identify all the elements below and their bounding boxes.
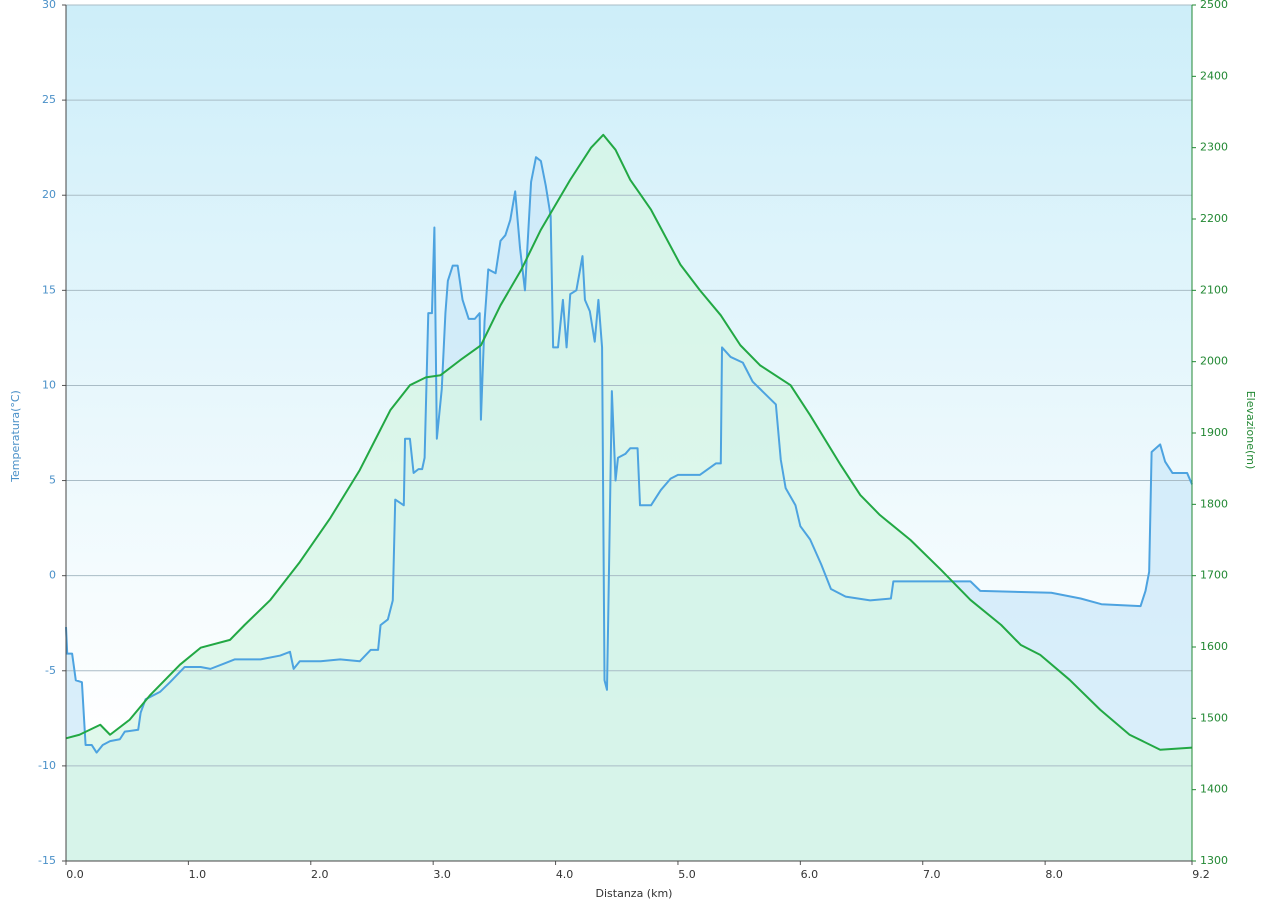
x-tick-label: 6.0 (801, 868, 819, 881)
x-axis-title: Distanza (km) (596, 887, 673, 900)
y2-tick-label: 2500 (1200, 0, 1228, 11)
x-tick-label: 4.0 (556, 868, 574, 881)
y2-tick-label: 2400 (1200, 69, 1228, 82)
y-tick-label: 30 (42, 0, 56, 11)
x-tick-label: 3.0 (433, 868, 451, 881)
y2-tick-label: 2000 (1200, 355, 1228, 368)
y2-tick-label: 1300 (1200, 854, 1228, 867)
y2-tick-label: 1800 (1200, 497, 1228, 510)
y2-axis-title: Elevazione(m) (1244, 391, 1257, 470)
y2-tick-label: 1500 (1200, 711, 1228, 724)
y2-tick-label: 2300 (1200, 141, 1228, 154)
y2-tick-label: 1400 (1200, 783, 1228, 796)
y-tick-label: 10 (42, 378, 56, 391)
x-tick-label: 5.0 (678, 868, 696, 881)
y-tick-label: 25 (42, 93, 56, 106)
y2-tick-label: 1600 (1200, 640, 1228, 653)
x-tick-label: 7.0 (923, 868, 941, 881)
x-tick-label: 0.0 (66, 868, 84, 881)
x-tick-label: 8.0 (1045, 868, 1063, 881)
y-axis-title: Temperatura(°C) (9, 390, 22, 483)
x-tick-label: 9.2 (1192, 868, 1210, 881)
y-tick-label: 0 (49, 569, 56, 582)
x-tick-label: 2.0 (311, 868, 329, 881)
line (65, 133, 1193, 751)
y-tick-label: 5 (49, 474, 56, 487)
y2-tick-label: 1700 (1200, 569, 1228, 582)
y-tick-label: 20 (42, 188, 56, 201)
y-tick-label: 15 (42, 283, 56, 296)
y-tick-label: -10 (38, 759, 56, 772)
y2-tick-label: 2100 (1200, 283, 1228, 296)
y2-tick-label: 2200 (1200, 212, 1228, 225)
x-tick-label: 1.0 (189, 868, 207, 881)
y-tick-label: -15 (38, 854, 56, 867)
y2-tick-label: 1900 (1200, 426, 1228, 439)
area (66, 134, 1192, 861)
y-tick-label: -5 (45, 664, 56, 677)
